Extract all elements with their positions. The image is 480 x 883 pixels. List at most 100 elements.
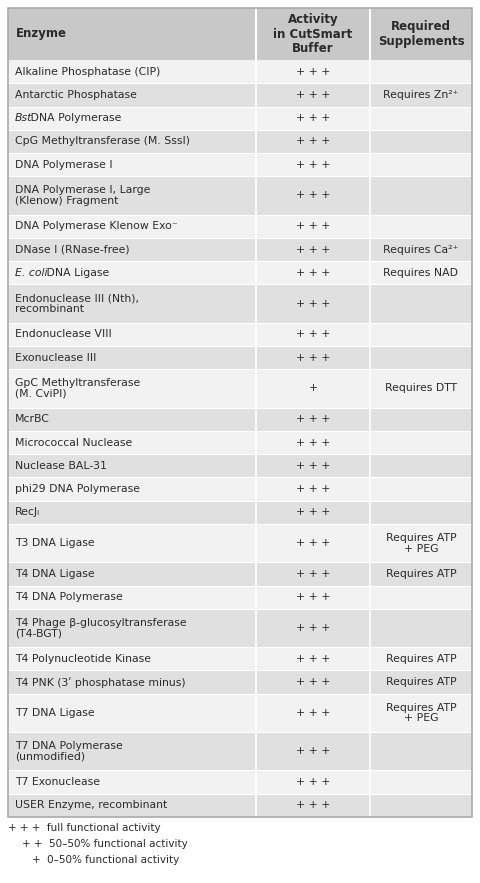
Text: (unmodified): (unmodified)	[15, 751, 85, 762]
Text: Requires ATP: Requires ATP	[385, 532, 456, 543]
Text: Antarctic Phosphatase: Antarctic Phosphatase	[15, 90, 137, 100]
Text: Enzyme: Enzyme	[16, 27, 67, 41]
Bar	[8, 238, 472, 261]
Bar	[8, 130, 472, 153]
Bar	[8, 431, 472, 454]
Text: + + +: + + +	[296, 191, 330, 200]
Bar	[8, 609, 472, 647]
Text: DNA Polymerase: DNA Polymerase	[27, 113, 121, 123]
Text: DNA Polymerase I, Large: DNA Polymerase I, Large	[15, 185, 150, 195]
Text: CpG Methyltransferase (M. SssI): CpG Methyltransferase (M. SssI)	[15, 136, 190, 147]
Text: Activity
in CutSmart
Buffer: Activity in CutSmart Buffer	[274, 12, 353, 56]
Text: Required
Supplements: Required Supplements	[378, 20, 464, 48]
Bar	[8, 478, 472, 501]
Text: Requires NAD: Requires NAD	[384, 268, 458, 278]
Text: + + +: + + +	[296, 484, 330, 494]
Bar	[8, 524, 472, 562]
Text: Bst: Bst	[15, 113, 32, 123]
Text: Endonuclease VIII: Endonuclease VIII	[15, 329, 112, 339]
Text: + + +  full functional activity: + + + full functional activity	[8, 823, 161, 833]
Text: T4 DNA Polymerase: T4 DNA Polymerase	[15, 592, 123, 602]
Text: DNA Ligase: DNA Ligase	[43, 268, 109, 278]
Text: + + +: + + +	[296, 352, 330, 363]
Text: + + +: + + +	[296, 90, 330, 100]
Bar	[8, 732, 472, 771]
Bar	[8, 647, 472, 670]
Bar	[8, 794, 472, 817]
Text: T4 DNA Ligase: T4 DNA Ligase	[15, 569, 95, 579]
Text: Requires ATP: Requires ATP	[385, 569, 456, 579]
Text: (Klenow) Fragment: (Klenow) Fragment	[15, 196, 119, 206]
Bar	[8, 284, 472, 323]
Text: (M. CviPI): (M. CviPI)	[15, 389, 67, 399]
Bar	[8, 215, 472, 238]
Text: + + +: + + +	[296, 569, 330, 579]
Text: USER Enzyme, recombinant: USER Enzyme, recombinant	[15, 800, 167, 811]
Bar	[8, 83, 472, 107]
Text: + + +: + + +	[296, 160, 330, 170]
Text: + + +: + + +	[296, 461, 330, 471]
Text: Endonuclease III (Nth),: Endonuclease III (Nth),	[15, 293, 139, 303]
Text: T4 Phage β-glucosyltransferase: T4 Phage β-glucosyltransferase	[15, 618, 187, 628]
Bar	[8, 454, 472, 478]
Text: phi29 DNA Polymerase: phi29 DNA Polymerase	[15, 484, 140, 494]
Text: Requires ATP: Requires ATP	[385, 677, 456, 687]
Text: + + +: + + +	[296, 508, 330, 517]
Text: Requires ATP: Requires ATP	[385, 703, 456, 713]
Text: + + +: + + +	[296, 414, 330, 425]
Text: DNA Polymerase Klenow Exo⁻: DNA Polymerase Klenow Exo⁻	[15, 222, 178, 231]
Text: + + +: + + +	[296, 800, 330, 811]
Text: DNA Polymerase I: DNA Polymerase I	[15, 160, 113, 170]
Text: T7 DNA Polymerase: T7 DNA Polymerase	[15, 741, 123, 751]
Text: + + +: + + +	[296, 592, 330, 602]
Bar	[8, 261, 472, 284]
Text: RecJₗ: RecJₗ	[15, 508, 40, 517]
Bar	[8, 369, 472, 408]
Text: + + +: + + +	[296, 222, 330, 231]
Text: + + +: + + +	[296, 136, 330, 147]
Text: Nuclease BAL-31: Nuclease BAL-31	[15, 461, 107, 471]
Text: + + +: + + +	[296, 268, 330, 278]
Text: Exonuclease III: Exonuclease III	[15, 352, 96, 363]
Text: + PEG: + PEG	[404, 544, 438, 554]
Text: T4 Polynucleotide Kinase: T4 Polynucleotide Kinase	[15, 653, 151, 664]
Text: T3 DNA Ligase: T3 DNA Ligase	[15, 538, 95, 548]
Text: McrBC: McrBC	[15, 414, 50, 425]
Text: GpC Methyltransferase: GpC Methyltransferase	[15, 378, 140, 389]
Bar	[8, 408, 472, 431]
Bar	[8, 346, 472, 369]
Text: + + +: + + +	[296, 538, 330, 548]
Text: + + +: + + +	[296, 653, 330, 664]
Text: + + +: + + +	[296, 746, 330, 757]
Text: + + +: + + +	[296, 623, 330, 633]
Text: Requires ATP: Requires ATP	[385, 653, 456, 664]
Bar	[8, 323, 472, 346]
Bar	[8, 8, 472, 60]
Text: + + +: + + +	[296, 113, 330, 123]
Bar	[8, 153, 472, 177]
Bar	[8, 771, 472, 794]
Text: E. coli: E. coli	[15, 268, 48, 278]
Text: Alkaline Phosphatase (CIP): Alkaline Phosphatase (CIP)	[15, 66, 160, 77]
Text: + + +: + + +	[296, 708, 330, 718]
Text: (T4-BGT): (T4-BGT)	[15, 629, 62, 638]
Text: T4 PNK (3ʹ phosphatase minus): T4 PNK (3ʹ phosphatase minus)	[15, 676, 186, 688]
Bar	[8, 60, 472, 83]
Text: T7 Exonuclease: T7 Exonuclease	[15, 777, 100, 787]
Bar	[8, 585, 472, 609]
Text: + + +: + + +	[296, 677, 330, 687]
Text: + + +: + + +	[296, 66, 330, 77]
Text: T7 DNA Ligase: T7 DNA Ligase	[15, 708, 95, 718]
Text: recombinant: recombinant	[15, 304, 84, 314]
Bar	[8, 562, 472, 585]
Text: DNase I (RNase-free): DNase I (RNase-free)	[15, 245, 130, 254]
Bar	[8, 501, 472, 524]
Bar	[8, 670, 472, 694]
Text: Micrococcal Nuclease: Micrococcal Nuclease	[15, 438, 132, 448]
Text: + + +: + + +	[296, 777, 330, 787]
Text: + + +: + + +	[296, 329, 330, 339]
Text: Requires Ca²⁺: Requires Ca²⁺	[384, 245, 458, 254]
Text: Requires DTT: Requires DTT	[385, 383, 457, 394]
Text: + + +: + + +	[296, 298, 330, 309]
Text: + + +: + + +	[296, 245, 330, 254]
